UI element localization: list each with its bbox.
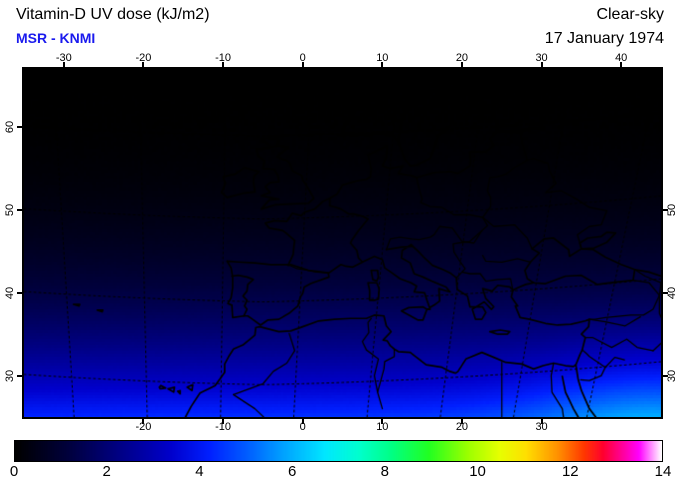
axis-tick [460,418,463,424]
colorbar-tick-label: 10 [469,463,486,480]
colorbar-raster [15,441,662,461]
axis-label-left: 60 [4,120,17,134]
axis-label-right: 40 [666,286,678,299]
axis-tick [17,208,23,211]
axis-tick [62,62,65,68]
axis-label-bottom: 0 [299,421,306,433]
colorbar-tick-label: 14 [654,463,672,480]
date-label: 17 January 1974 [544,30,664,47]
axis-tick [301,62,304,68]
colorbar-tick-label: 4 [195,463,204,480]
axis-tick [620,62,623,68]
colorbar-tick-label: 2 [102,463,111,480]
axis-tick [662,374,668,377]
map-raster [24,69,661,417]
axis-label-top: -10 [215,52,232,64]
axis-label-top: 40 [615,52,628,64]
axis-label-right: 30 [666,369,678,382]
colorbar [14,440,663,462]
axis-label-top: 20 [455,52,469,64]
map-plot-area [22,67,663,419]
axis-tick [301,418,304,424]
axis-label-left: 30 [4,369,17,382]
axis-label-left: 40 [4,286,17,299]
axis-label-bottom: -20 [135,421,152,433]
axis-label-top: -30 [55,52,72,64]
axis-label-bottom: 10 [376,421,389,433]
axis-tick [17,374,23,377]
colorbar-tick-label: 0 [9,463,19,480]
axis-tick [17,291,23,294]
axis-tick [460,62,463,68]
axis-tick [540,418,543,424]
axis-tick [142,62,145,68]
axis-tick [222,62,225,68]
axis-tick [662,291,668,294]
source-label: MSR - KNMI [16,30,96,46]
axis-tick [540,62,543,68]
colorbar-tick-label: 8 [380,463,390,480]
axis-label-bottom: -10 [215,421,232,433]
axis-label-left: 50 [4,203,17,216]
page-title: Vitamin-D UV dose (kJ/m2) [16,6,210,23]
axis-label-top: 0 [299,52,306,64]
axis-tick [381,62,384,68]
axis-label-bottom: 30 [535,421,548,433]
axis-label-top: -20 [135,52,152,64]
colorbar-tick-label: 6 [287,463,297,480]
axis-label-top: 10 [376,52,389,64]
axis-tick [381,418,384,424]
axis-tick [17,126,23,128]
axis-tick [142,418,145,424]
axis-tick [222,418,225,424]
axis-tick [662,208,668,211]
axis-label-bottom: 20 [455,421,469,433]
axis-label-right: 50 [666,203,678,216]
axis-label-top: 30 [535,52,548,64]
condition-label: Clear-sky [596,6,664,23]
colorbar-tick-label: 12 [561,463,579,480]
